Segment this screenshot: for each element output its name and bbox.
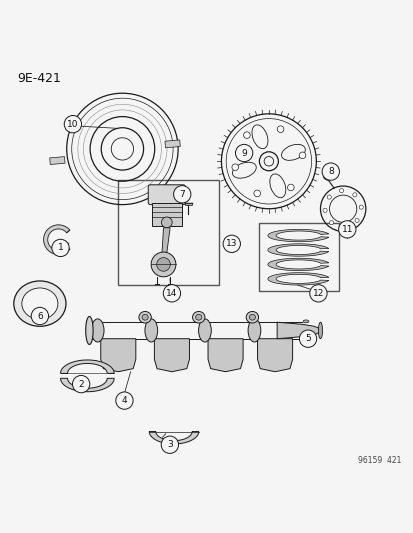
Bar — [185, 203, 191, 205]
Circle shape — [358, 205, 363, 209]
Text: 10: 10 — [67, 119, 78, 128]
Text: 14: 14 — [166, 289, 177, 298]
Circle shape — [352, 193, 356, 197]
Ellipse shape — [247, 319, 260, 342]
Circle shape — [231, 164, 238, 171]
Circle shape — [309, 285, 326, 302]
Ellipse shape — [195, 314, 202, 320]
Polygon shape — [267, 259, 328, 271]
Bar — [258, 223, 338, 291]
Bar — [118, 180, 219, 285]
Text: 8: 8 — [327, 167, 333, 176]
Bar — [50, 157, 65, 165]
Circle shape — [322, 208, 326, 212]
Circle shape — [277, 126, 283, 133]
Text: 12: 12 — [312, 289, 323, 298]
Polygon shape — [276, 322, 320, 338]
Polygon shape — [60, 360, 114, 373]
Text: 96159  421: 96159 421 — [357, 456, 400, 465]
Polygon shape — [100, 338, 135, 372]
Polygon shape — [43, 225, 70, 255]
Ellipse shape — [139, 311, 151, 323]
Ellipse shape — [22, 288, 58, 319]
Circle shape — [72, 375, 90, 393]
Circle shape — [223, 235, 240, 253]
Ellipse shape — [246, 311, 258, 323]
Circle shape — [253, 190, 260, 197]
Circle shape — [161, 436, 178, 454]
Polygon shape — [161, 228, 170, 262]
Text: 7: 7 — [179, 190, 185, 199]
Polygon shape — [267, 273, 328, 285]
Text: 6: 6 — [37, 311, 43, 320]
Circle shape — [52, 239, 69, 256]
Circle shape — [235, 144, 252, 161]
Polygon shape — [149, 432, 198, 444]
Circle shape — [31, 308, 48, 325]
Circle shape — [338, 221, 355, 238]
Text: 11: 11 — [341, 225, 352, 234]
Polygon shape — [267, 244, 328, 256]
Polygon shape — [207, 338, 242, 372]
Text: 9E-421: 9E-421 — [17, 72, 61, 85]
Polygon shape — [154, 338, 189, 372]
Circle shape — [243, 132, 249, 139]
Ellipse shape — [91, 319, 104, 342]
Circle shape — [116, 392, 133, 409]
Circle shape — [321, 163, 339, 180]
Circle shape — [173, 185, 190, 203]
Circle shape — [329, 221, 333, 225]
Circle shape — [161, 217, 172, 228]
Polygon shape — [267, 229, 328, 242]
Bar — [151, 203, 182, 227]
Polygon shape — [60, 378, 114, 392]
FancyBboxPatch shape — [148, 185, 185, 205]
Text: 9: 9 — [241, 149, 247, 158]
Ellipse shape — [14, 281, 66, 326]
Bar — [164, 140, 180, 148]
Circle shape — [151, 252, 176, 277]
Ellipse shape — [192, 311, 204, 323]
Circle shape — [339, 189, 343, 193]
Ellipse shape — [145, 319, 157, 342]
Circle shape — [299, 152, 305, 159]
Text: 3: 3 — [166, 440, 172, 449]
Circle shape — [299, 330, 316, 348]
Ellipse shape — [85, 317, 93, 344]
Ellipse shape — [302, 320, 308, 323]
Text: 13: 13 — [225, 239, 237, 248]
Ellipse shape — [323, 175, 329, 180]
Circle shape — [326, 195, 330, 199]
Text: 5: 5 — [304, 334, 310, 343]
Circle shape — [342, 225, 346, 229]
Text: 4: 4 — [121, 396, 127, 405]
Circle shape — [163, 285, 180, 302]
Text: 1: 1 — [57, 244, 63, 253]
Circle shape — [287, 184, 294, 191]
Ellipse shape — [249, 314, 255, 320]
Ellipse shape — [142, 314, 148, 320]
Circle shape — [157, 257, 170, 271]
Circle shape — [354, 219, 358, 222]
Ellipse shape — [198, 319, 211, 342]
Ellipse shape — [318, 322, 322, 338]
Text: 2: 2 — [78, 379, 84, 389]
Circle shape — [64, 116, 81, 133]
Polygon shape — [257, 338, 292, 372]
